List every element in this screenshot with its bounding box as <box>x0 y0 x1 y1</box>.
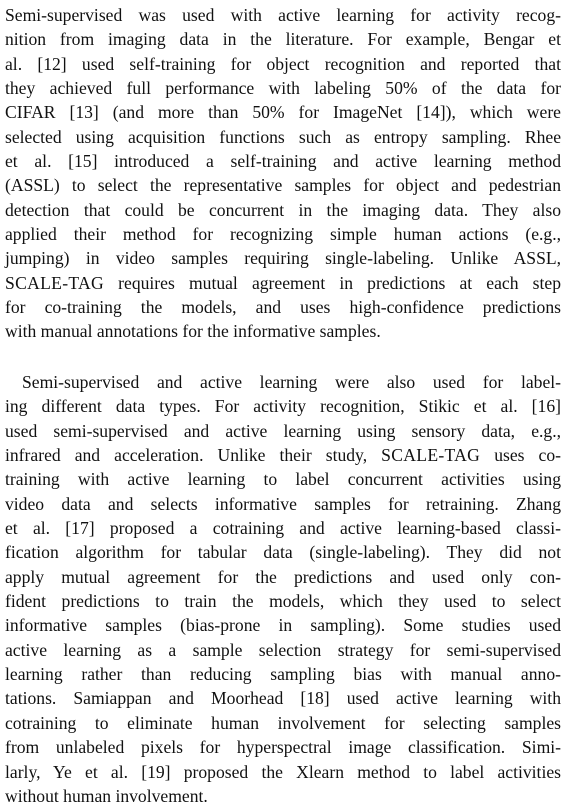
text-line: with manual annotations for the informat… <box>5 321 381 342</box>
text-line: CIFAR [13] (and more than 50% for ImageN… <box>5 102 561 123</box>
text-run: requires mutual agreement in predictions… <box>104 272 561 293</box>
text-line: apply mutual agreement for the predictio… <box>5 566 561 587</box>
paragraph-1: Semi-supervised was used with active lea… <box>5 3 561 344</box>
text-line: fident predictions to train the models, … <box>5 591 561 612</box>
text-line: informative samples (bias-prone in sampl… <box>5 615 561 636</box>
text-line: they achieved full performance with labe… <box>5 78 561 99</box>
paragraph-2: Semi-supervised and active learning were… <box>5 370 561 808</box>
text-line: active learning as a sample selection st… <box>5 639 561 660</box>
text-line: (ASSL) to select the representative samp… <box>5 175 561 196</box>
text-line: infrared and acceleration. Unlike their … <box>5 443 561 467</box>
text-line: cotraining to eliminate human involvemen… <box>5 712 561 733</box>
text-line: jumping) in video samples requiring sing… <box>5 248 561 269</box>
text-run: uses co- <box>480 445 561 466</box>
text-line: et al. [17] proposed a cotraining and ac… <box>5 518 561 539</box>
text-line: tations. Samiappan and Moorhead [18] use… <box>5 688 561 709</box>
text-line: selected using acquisition functions suc… <box>5 126 561 147</box>
text-line: nition from imaging data in the literatu… <box>5 29 561 50</box>
text-line: Semi-supervised and active learning were… <box>22 372 561 392</box>
text-line: from unlabeled pixels for hyperspectral … <box>5 737 561 758</box>
text-line: larly, Ye et al. [19] proposed the Xlear… <box>5 761 561 782</box>
text-line: learning rather than reducing sampling b… <box>5 664 561 685</box>
text-run: infrared and acceleration. Unlike their … <box>5 445 382 466</box>
text-line: detection that could be concurrent in th… <box>5 199 561 220</box>
text-line: training with active learning to label c… <box>5 469 561 490</box>
text-line: Semi-supervised was used with active lea… <box>5 5 561 25</box>
text-line: al. [12] used self-training for object r… <box>5 53 561 74</box>
text-line: used semi-supervised and active learning… <box>5 420 561 441</box>
text-line: fication algorithm for tabular data (sin… <box>5 542 561 563</box>
system-name: SCALE-TAG <box>381 445 481 466</box>
text-line: ing different data types. For activity r… <box>5 396 561 417</box>
text-line: video data and selects informative sampl… <box>5 493 561 514</box>
text-line: SCALE-TAG requires mutual agreement in p… <box>5 271 561 295</box>
text-line: et al. [15] introduced a self-training a… <box>5 151 561 172</box>
text-line: for co-training the models, and uses hig… <box>5 297 561 318</box>
text-line: without human involvement. <box>5 785 208 806</box>
text-line: applied their method for recognizing sim… <box>5 224 561 245</box>
system-name: SCALE-TAG <box>5 272 105 293</box>
